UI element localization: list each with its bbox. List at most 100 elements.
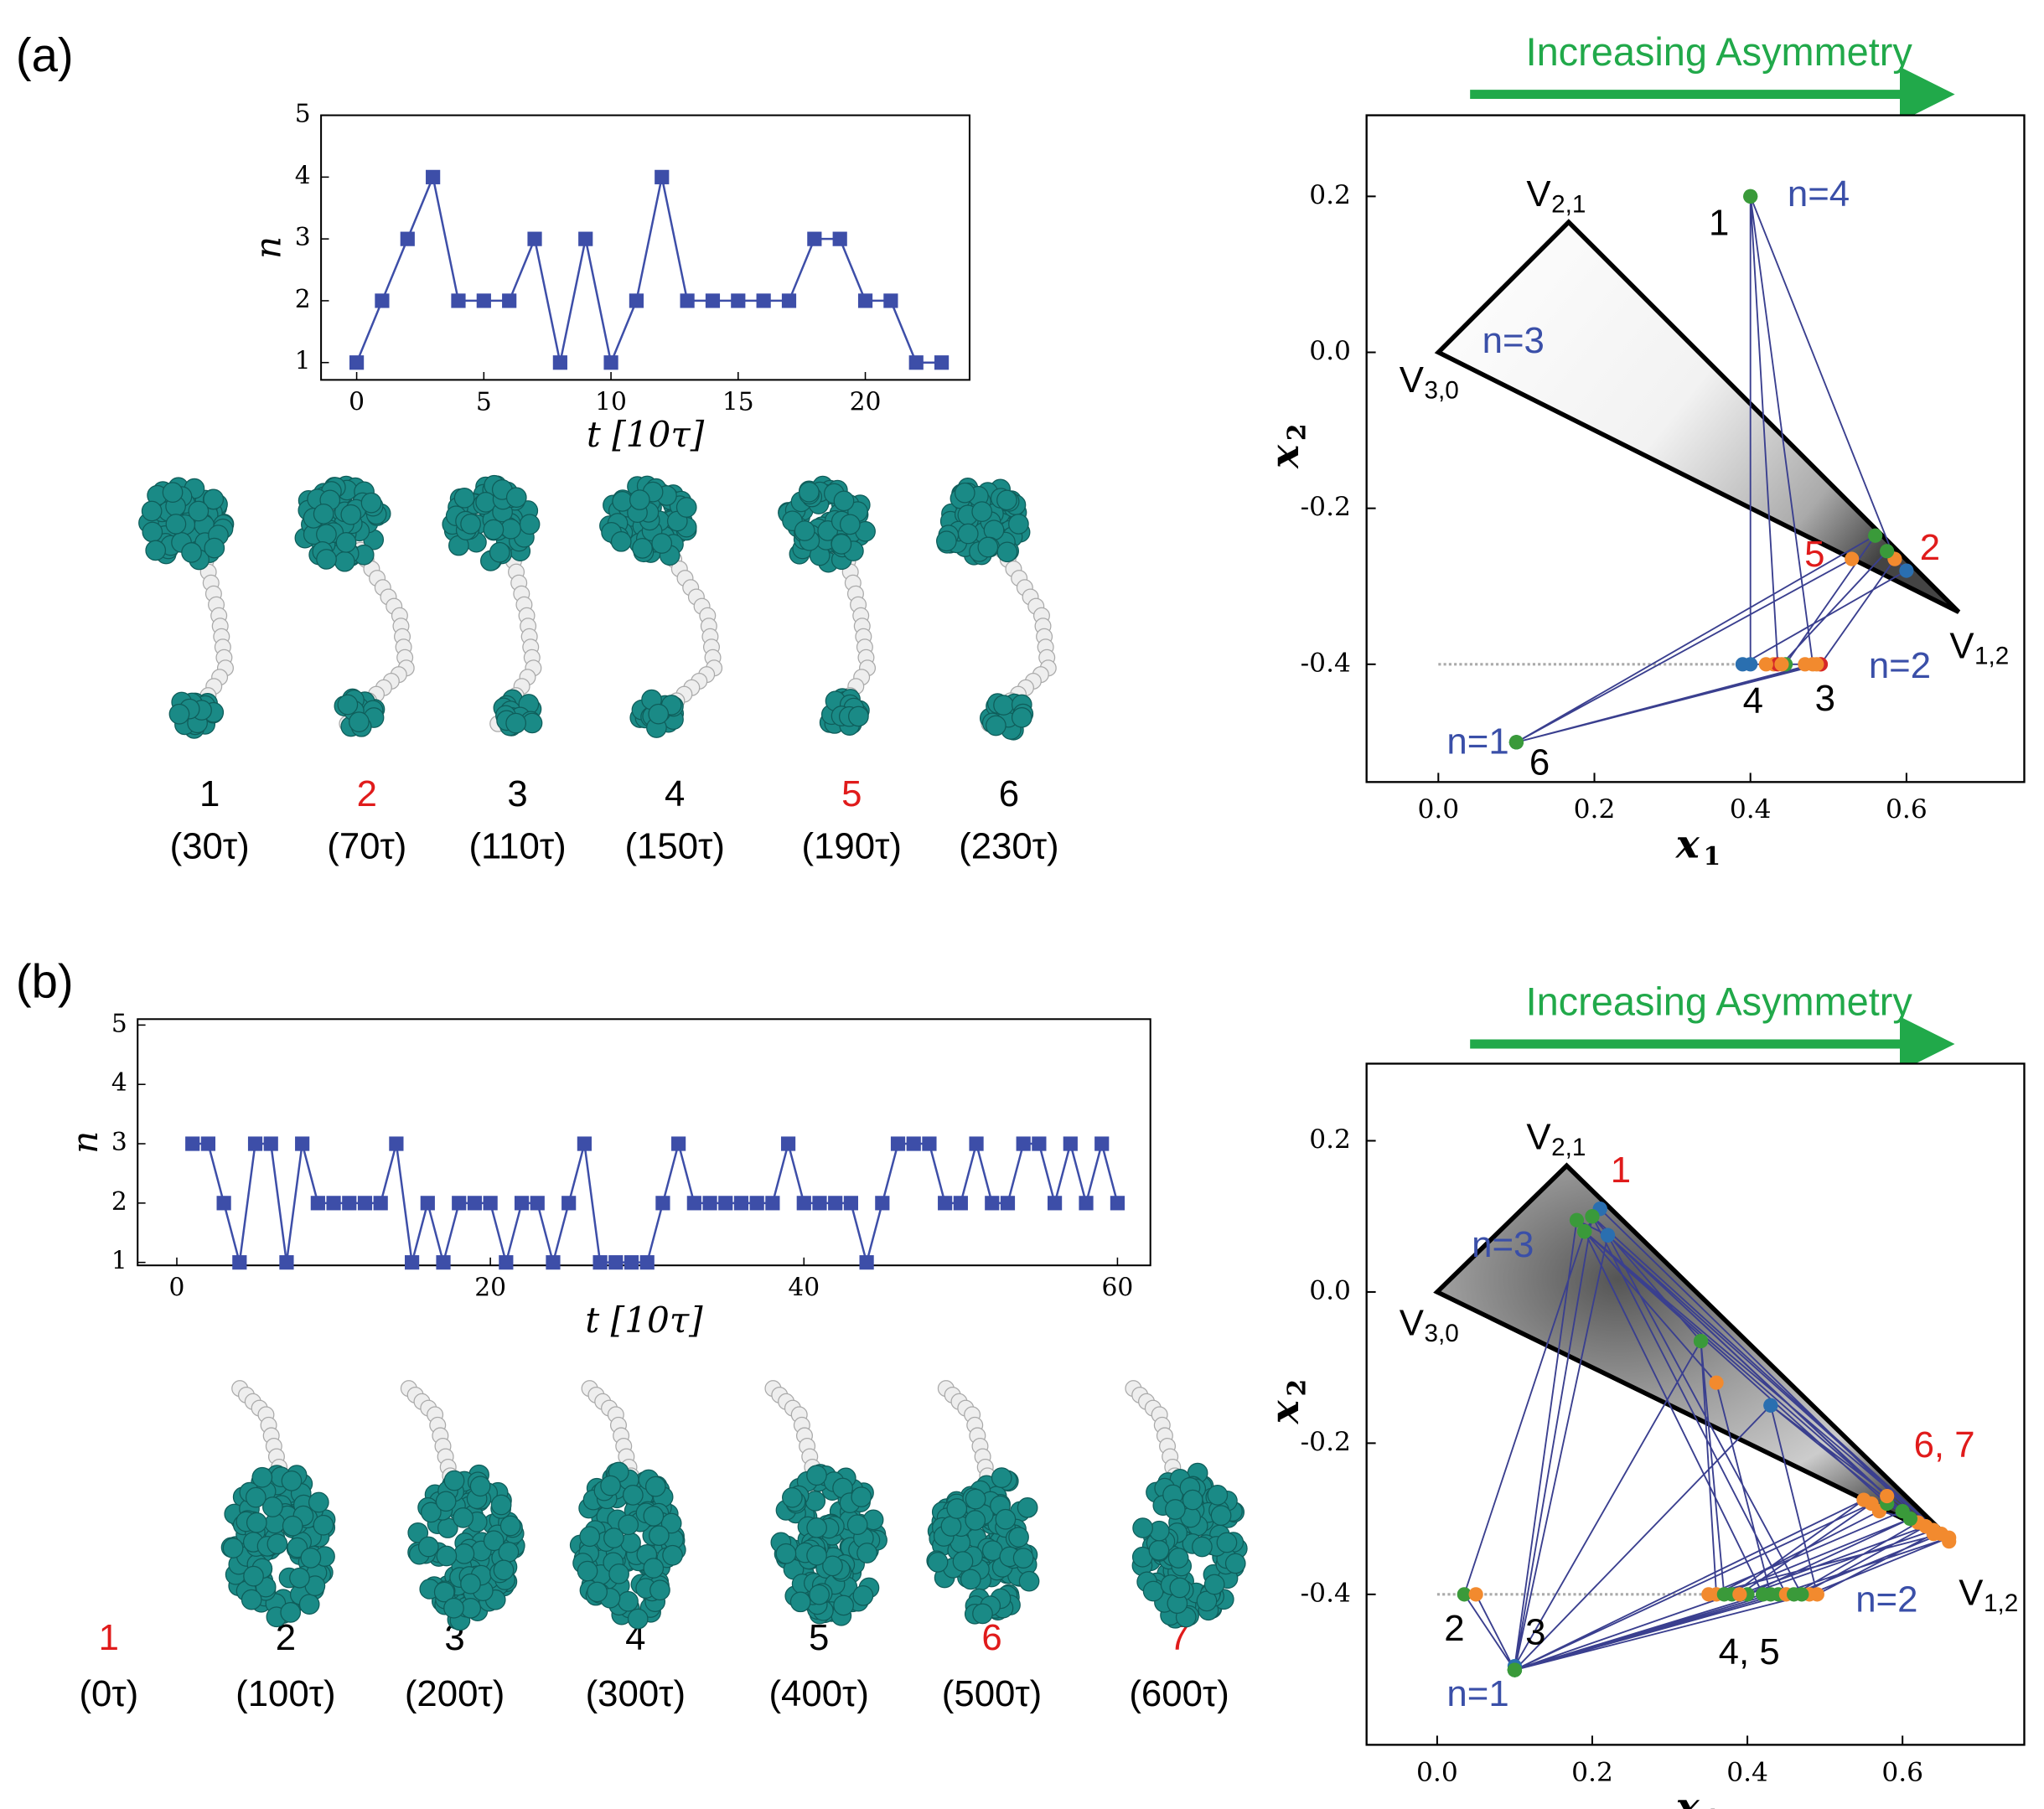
- trajectory-point: [1880, 1488, 1895, 1504]
- trajectory-point: [1732, 1587, 1747, 1602]
- molecule-bead: [298, 1594, 320, 1615]
- molecule-bead: [251, 1466, 273, 1488]
- snapshot-label: 2: [357, 773, 377, 814]
- molecule-bead: [453, 1543, 475, 1564]
- molecule-bead: [627, 1608, 649, 1630]
- molecule-bead: [965, 1488, 986, 1510]
- molecule-bead: [651, 533, 673, 554]
- x-tick-label: 0.4: [1726, 1757, 1768, 1787]
- molecule-bead: [839, 514, 861, 535]
- molecule-bead: [632, 538, 653, 559]
- data-point: [502, 293, 517, 308]
- molecule-bead: [936, 530, 957, 552]
- plot-frame: [137, 1018, 1151, 1267]
- molecule-bead: [1192, 1536, 1213, 1558]
- x-tick-label: 0.0: [1417, 794, 1459, 824]
- molecule-bead: [453, 487, 475, 509]
- data-point: [527, 231, 542, 246]
- molecule-bead: [1203, 1574, 1225, 1595]
- annotation: 5: [1804, 534, 1824, 575]
- molecule-bead: [282, 1515, 303, 1537]
- y-tick-label: -0.4: [1301, 1578, 1351, 1608]
- data-point: [326, 1196, 341, 1211]
- molecule-bead: [421, 1501, 442, 1523]
- y-tick-label: 1: [295, 347, 311, 376]
- trajectory-point: [1600, 1228, 1616, 1243]
- data-point: [639, 1255, 655, 1270]
- data-point: [514, 1196, 530, 1211]
- molecule-bead: [162, 482, 184, 503]
- molecule-bead: [1012, 1548, 1034, 1569]
- molecule-bead: [505, 487, 527, 509]
- molecule-bead: [316, 524, 337, 545]
- data-point: [216, 1196, 231, 1211]
- trajectory-point: [1845, 551, 1860, 566]
- molecule-bead: [848, 706, 869, 727]
- molecule-bead: [1142, 1580, 1164, 1602]
- molecule-bead: [1008, 514, 1029, 535]
- molecule-bead: [1011, 706, 1032, 728]
- trajectory-point: [1880, 544, 1895, 559]
- data-point: [577, 1136, 592, 1151]
- data-point: [756, 293, 771, 308]
- vertex-label-sub: 2,1: [1551, 1134, 1586, 1161]
- molecule-bead: [1018, 1570, 1040, 1592]
- annotation: 2: [1920, 527, 1940, 568]
- data-point: [1110, 1196, 1125, 1211]
- molecule-bead: [246, 1512, 267, 1533]
- molecule-bead: [1207, 1485, 1229, 1506]
- molecule-bead: [1210, 1505, 1232, 1526]
- y-axis-label: n: [248, 236, 289, 259]
- trajectory-point: [1902, 1512, 1918, 1527]
- annotation: 1: [1611, 1150, 1631, 1191]
- vertex-label: V: [1949, 625, 1974, 666]
- trajectory-point: [1794, 1587, 1809, 1602]
- molecule-bead: [618, 1590, 639, 1612]
- molecule-bead: [675, 497, 697, 518]
- molecule-bead: [612, 491, 634, 512]
- y-axis-label: x: [1262, 1399, 1308, 1424]
- data-point: [655, 1196, 670, 1211]
- x-axis-label: x: [1675, 821, 1700, 867]
- molecule-bead: [490, 1494, 512, 1516]
- data-point: [483, 1196, 498, 1211]
- data-point: [765, 1196, 780, 1211]
- molecule-bead: [266, 1533, 288, 1554]
- molecule-bead: [831, 534, 852, 555]
- molecule-bead: [579, 1526, 601, 1548]
- molecule-bead: [300, 1547, 322, 1569]
- data-point: [200, 1136, 216, 1151]
- annotation: n=3: [1483, 320, 1545, 361]
- molecule-bead: [603, 1527, 624, 1548]
- annotation: n=1: [1446, 721, 1508, 762]
- data-point: [705, 293, 721, 308]
- molecule-bead: [1017, 1496, 1038, 1518]
- data-point: [342, 1196, 357, 1211]
- molecule-bead: [493, 1559, 515, 1581]
- trajectory-point: [1899, 563, 1914, 578]
- molecule-bead: [649, 1579, 670, 1601]
- molecule-bead: [316, 549, 337, 570]
- molecule-bead: [145, 540, 167, 561]
- y-axis-label-group: x2: [1262, 423, 1312, 468]
- trajectory-point: [1798, 657, 1813, 672]
- molecule-bead: [965, 1510, 986, 1531]
- snapshot-label: 6: [999, 773, 1019, 814]
- vertex-label-sub: 2,1: [1551, 190, 1586, 218]
- y-tick-label: 5: [111, 1009, 127, 1038]
- trajectory-point: [1507, 1662, 1523, 1677]
- y-axis-label-group: x2: [1262, 1379, 1312, 1424]
- annotation: n=4: [1788, 173, 1850, 214]
- data-point: [1063, 1136, 1078, 1151]
- x-tick-label: 10: [595, 388, 627, 417]
- molecule-bead: [204, 537, 225, 559]
- vertex-label-sub: 1,2: [1974, 643, 2009, 670]
- molecule-bead: [499, 1515, 521, 1537]
- molecule-bead: [1182, 1489, 1203, 1511]
- snapshot-time: (230τ): [959, 826, 1058, 867]
- data-point: [890, 1136, 906, 1151]
- x-tick-label: 60: [1102, 1273, 1134, 1302]
- annotation: n=2: [1869, 645, 1931, 686]
- snapshot-label: 5: [841, 773, 862, 814]
